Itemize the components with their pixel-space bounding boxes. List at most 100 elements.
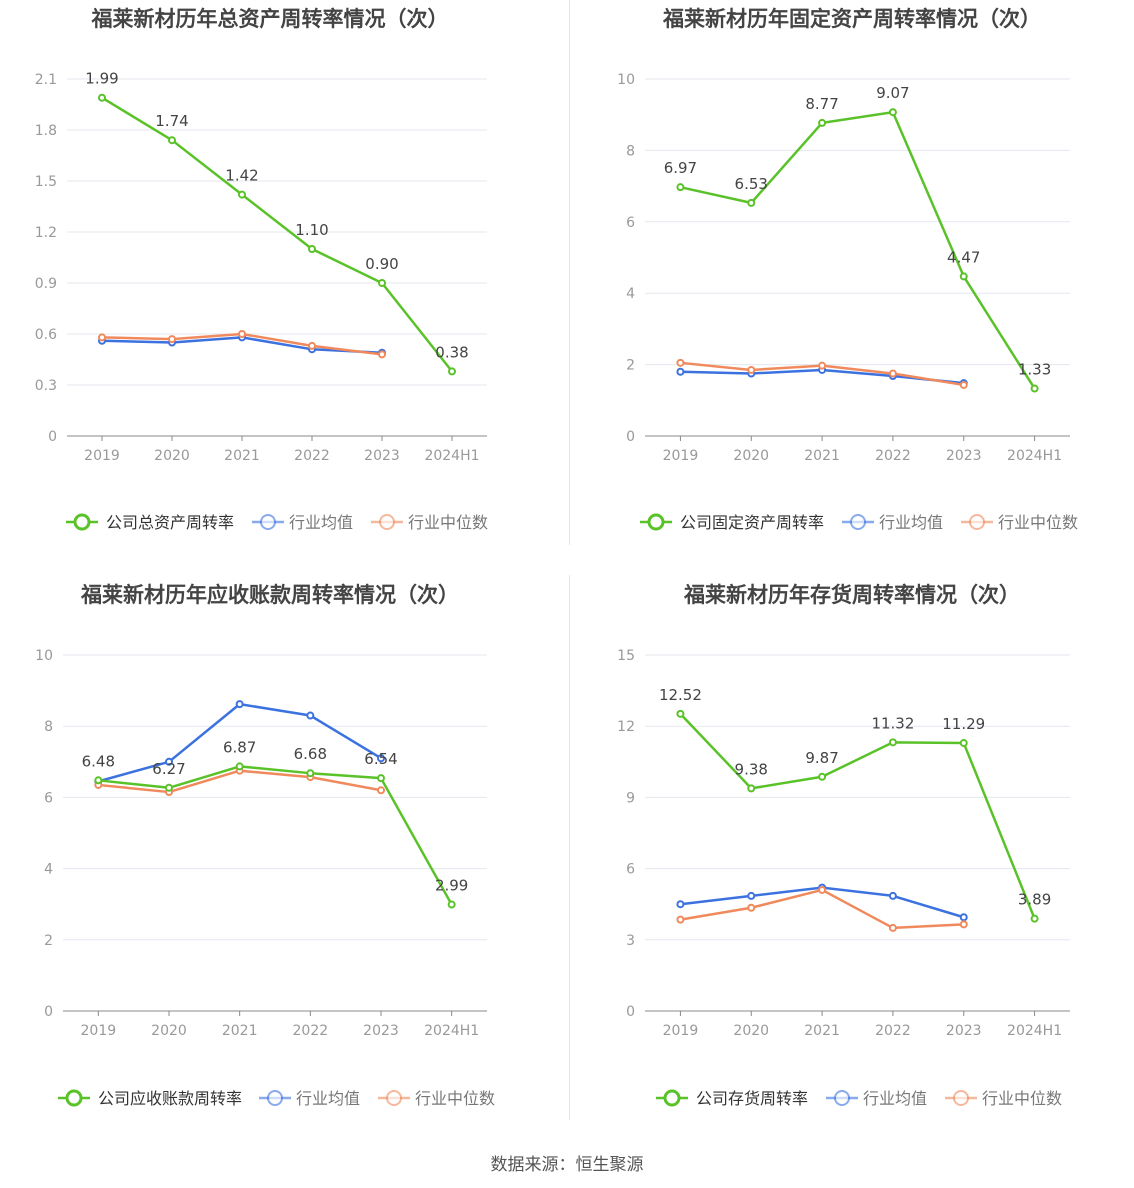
data-label: 9.07 (876, 84, 909, 102)
data-point-avg (959, 913, 968, 922)
y-tick-label: 2 (44, 933, 53, 949)
legend-item-avg: 行业均值 (252, 513, 353, 532)
data-point-company (818, 118, 827, 127)
data-point-avg (235, 700, 244, 709)
x-tick-label: 2019 (81, 1023, 117, 1039)
data-label: 9.38 (735, 760, 768, 778)
y-tick-label: 8 (626, 143, 635, 159)
data-point-company (238, 190, 246, 199)
data-point-median (818, 885, 827, 894)
legend-item-median: 行业中位数 (961, 513, 1078, 532)
data-point-median (308, 341, 316, 350)
data-point-company (447, 900, 456, 909)
y-tick-label: 0 (626, 1004, 635, 1020)
legend-label: 公司应收账款周转率 (98, 1089, 242, 1108)
x-tick-label: 2019 (84, 448, 120, 464)
x-tick-label: 2020 (733, 448, 769, 464)
data-point-median (959, 380, 968, 389)
legend-label: 公司总资产周转率 (106, 513, 234, 532)
legend-item-company: 公司总资产周转率 (66, 513, 234, 532)
legend-marker-icon (969, 514, 985, 530)
data-point-avg (306, 711, 315, 720)
data-point-median (888, 923, 897, 932)
y-tick-label: 10 (35, 648, 53, 664)
x-tick-label: 2021 (222, 1023, 258, 1039)
data-label: 1.74 (155, 112, 188, 130)
x-tick-label: 2024H1 (424, 1023, 479, 1039)
legend-marker-icon (386, 1090, 402, 1106)
y-tick-label: 3 (626, 933, 635, 949)
series-line-company (680, 110, 1036, 390)
data-label: 6.68 (294, 745, 327, 763)
data-point-avg (676, 367, 685, 376)
legend-marker-icon (647, 513, 665, 531)
legend-label: 行业均值 (289, 513, 353, 532)
data-point-company (1030, 384, 1039, 393)
data-label: 8.77 (805, 95, 838, 113)
y-tick-label: 1.5 (35, 174, 57, 190)
x-tick-label: 2023 (946, 448, 982, 464)
x-tick-label: 2020 (154, 448, 190, 464)
legend-item-avg: 行业均值 (842, 513, 943, 532)
y-tick-label: 2 (626, 358, 635, 374)
data-point-median (676, 915, 685, 924)
x-tick-label: 2022 (294, 448, 330, 464)
data-point-company (676, 183, 685, 192)
legend-marker-icon (65, 1089, 83, 1107)
data-point-avg (747, 891, 756, 900)
data-label: 2.99 (435, 877, 468, 895)
data-point-company (818, 772, 827, 781)
data-label: 4.47 (947, 248, 980, 266)
y-tick-label: 6 (626, 862, 635, 878)
legend-label: 行业中位数 (998, 513, 1078, 532)
y-tick-label: 8 (44, 719, 53, 735)
data-point-median (959, 920, 968, 929)
x-tick-label: 2024H1 (1007, 448, 1062, 464)
legend-label: 行业均值 (879, 513, 943, 532)
legend-marker-icon (379, 514, 395, 530)
data-point-company (959, 739, 968, 748)
data-point-median (238, 330, 246, 338)
legend-marker-icon (850, 514, 866, 530)
chart-title: 福莱新材历年总资产周转率情况（次） (91, 7, 449, 31)
legend-label: 公司固定资产周转率 (680, 513, 824, 532)
data-point-company (747, 198, 756, 207)
panel-divider-bottom (569, 575, 570, 1120)
charts-canvas: 福莱新材历年总资产周转率情况（次） 0 0.3 0.6 0.9 1.2 1.5 1.8 2.1 2… (35, 7, 1078, 1108)
data-point-median (168, 335, 176, 344)
legend-item-company: 公司存货周转率 (656, 1089, 808, 1108)
x-tick-label: 2021 (804, 1023, 840, 1039)
data-point-company (378, 279, 386, 287)
data-point-median (676, 358, 685, 367)
data-label: 1.33 (1018, 361, 1051, 379)
data-label: 6.87 (223, 738, 256, 756)
data-point-company (747, 784, 756, 793)
x-tick-label: 2023 (363, 1023, 399, 1039)
legend-item-median: 行业中位数 (371, 513, 488, 532)
y-tick-label: 0 (44, 1004, 53, 1020)
chart-title: 福莱新材历年固定资产周转率情况（次） (662, 7, 1041, 31)
data-point-company (1030, 914, 1039, 923)
data-source-note: 数据来源：恒生聚源 (490, 1155, 644, 1175)
legend-marker-icon (953, 1090, 969, 1106)
data-point-company (448, 367, 456, 376)
x-tick-label: 2020 (151, 1023, 187, 1039)
data-point-median (98, 333, 106, 342)
y-tick-label: 0.3 (35, 378, 57, 394)
legend-marker-icon (663, 1089, 681, 1107)
chart-panel-1: 福莱新材历年总资产周转率情况（次） 0 0.3 0.6 0.9 1.2 1.5 1.8 2.1 2… (35, 7, 488, 532)
data-point-company (308, 245, 316, 253)
chart-panel-4: 福莱新材历年存货周转率情况（次） 0 3 6 9 12 15 2019 2020 2021 2022… (617, 583, 1070, 1108)
data-point-avg (165, 757, 173, 766)
legend-marker-icon (834, 1090, 850, 1106)
series-line-median (680, 888, 964, 930)
y-tick-label: 9 (626, 790, 635, 806)
data-label: 1.42 (225, 167, 258, 185)
series-line-company (101, 96, 453, 373)
data-point-median (747, 365, 756, 374)
x-tick-label: 2022 (875, 1023, 911, 1039)
data-label: 0.38 (435, 343, 468, 361)
x-tick-label: 2019 (663, 1023, 699, 1039)
data-point-avg (676, 900, 685, 909)
x-tick-label: 2020 (733, 1023, 769, 1039)
